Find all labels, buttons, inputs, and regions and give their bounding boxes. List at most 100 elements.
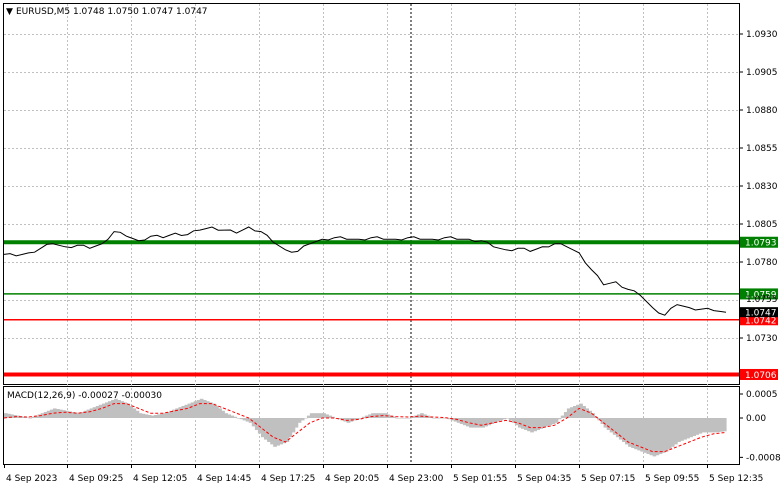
dropdown-arrow-icon[interactable]: ▼: [6, 7, 13, 17]
macd-bar: [316, 413, 320, 418]
macd-bar: [674, 418, 678, 445]
horizontal-grid: [4, 34, 739, 339]
macd-axis-label: 0.0005: [746, 390, 778, 400]
macd-bar: [175, 408, 179, 418]
level-tag-bg: [740, 288, 778, 300]
price-panel[interactable]: [3, 3, 740, 385]
macd-bar: [98, 404, 103, 418]
price-axis-label: 1.0855: [746, 144, 778, 154]
time-axis-label: 4 Sep 2023: [6, 474, 57, 484]
macd-bar: [536, 418, 540, 430]
level-tag-label: 1.0759: [745, 290, 777, 300]
macd-bar: [313, 413, 317, 418]
level-tag-bg: [740, 236, 778, 248]
macd-bar: [166, 412, 170, 418]
macd-bar: [420, 413, 424, 418]
macd-bar: [95, 406, 100, 418]
macd-bar: [438, 418, 443, 419]
time-axis-label: 4 Sep 12:05: [133, 474, 187, 484]
macd-bar: [77, 413, 82, 418]
macd-bar: [713, 418, 718, 433]
macd-bar: [554, 418, 559, 423]
macd-bar: [264, 418, 268, 440]
macd-bar: [628, 418, 632, 447]
macd-bar: [475, 418, 479, 428]
macd-bar: [319, 413, 323, 418]
macd-bar: [86, 409, 91, 418]
macd-bar: [597, 418, 602, 421]
macd-bar: [609, 418, 614, 433]
macd-bar: [417, 414, 421, 418]
time-axis-label: 4 Sep 09:25: [69, 474, 123, 484]
macd-bar: [508, 418, 513, 421]
macd-bar: [328, 415, 332, 418]
macd-bar: [658, 418, 663, 454]
macd-bar: [591, 413, 596, 418]
macd-bar: [270, 418, 274, 445]
macd-bar: [212, 403, 216, 418]
macd-bar: [398, 418, 403, 419]
time-axis-label: 5 Sep 09:55: [645, 474, 699, 484]
macd-bar: [530, 418, 534, 433]
macd-bar: [236, 418, 241, 419]
macd-bar: [49, 409, 54, 418]
macd-bar: [618, 418, 623, 440]
macd-panel[interactable]: [3, 386, 740, 465]
price-axis: 1.0930 1.0905 1.0880 1.0855 1.0830 1.0805 1.07…: [739, 30, 778, 344]
macd-bar: [680, 418, 684, 441]
macd-bar: [126, 403, 131, 418]
time-axis-label: 4 Sep 20:05: [325, 474, 379, 484]
macd-bar: [423, 414, 427, 418]
macd-bar: [487, 418, 492, 426]
macd-bar: [646, 418, 651, 454]
macd-bar: [453, 418, 458, 422]
macd-bar: [101, 403, 106, 418]
macd-bar: [557, 418, 562, 420]
macd-bar: [108, 401, 112, 418]
level-price-tags: 1.0793 1.0759 1.0742 1.0706 1.0755 1.0747: [740, 236, 778, 381]
macd-bar: [337, 418, 342, 420]
macd-bar: [582, 406, 586, 418]
macd-bar: [46, 410, 51, 418]
macd-bar: [135, 410, 140, 418]
macd-bar: [652, 418, 657, 457]
macd-bar: [472, 418, 476, 428]
macd-bar: [456, 418, 461, 423]
macd-bar: [92, 407, 97, 418]
macd-bar: [25, 417, 30, 418]
macd-bar: [199, 398, 204, 418]
macd-bar: [190, 402, 195, 418]
vertical-grid: [67, 4, 708, 464]
macd-bar: [707, 418, 712, 433]
macd-bar: [352, 418, 357, 421]
macd-bar: [355, 418, 360, 420]
macd-bar: [291, 418, 296, 433]
macd-bar: [518, 418, 522, 428]
macd-bar: [184, 404, 189, 418]
macd-bar: [172, 409, 176, 418]
macd-bar: [502, 418, 507, 420]
macd-bar: [570, 407, 574, 418]
macd-bar: [481, 418, 485, 428]
macd-bar: [261, 418, 265, 438]
macd-bar: [114, 398, 118, 418]
price-axis-label: 1.0830: [746, 182, 778, 192]
macd-bar: [670, 418, 675, 447]
macd-bar: [640, 418, 644, 452]
macd-title: MACD(12,26,9) -0.00027 -0.00030: [7, 391, 162, 401]
macd-bar: [4, 413, 8, 418]
time-axis-label: 4 Sep 14:45: [197, 474, 251, 484]
macd-bar: [484, 418, 488, 427]
macd-bar: [193, 401, 198, 418]
macd-bar: [144, 414, 149, 418]
macd-bar: [117, 400, 121, 418]
macd-bar: [585, 408, 589, 418]
price-line: [3, 226, 727, 316]
macd-bar: [306, 415, 311, 418]
macd-bar: [22, 416, 27, 418]
macd-bar: [285, 418, 290, 442]
macd-bar: [710, 418, 715, 433]
macd-bar: [163, 413, 167, 418]
macd-bar: [389, 415, 394, 418]
